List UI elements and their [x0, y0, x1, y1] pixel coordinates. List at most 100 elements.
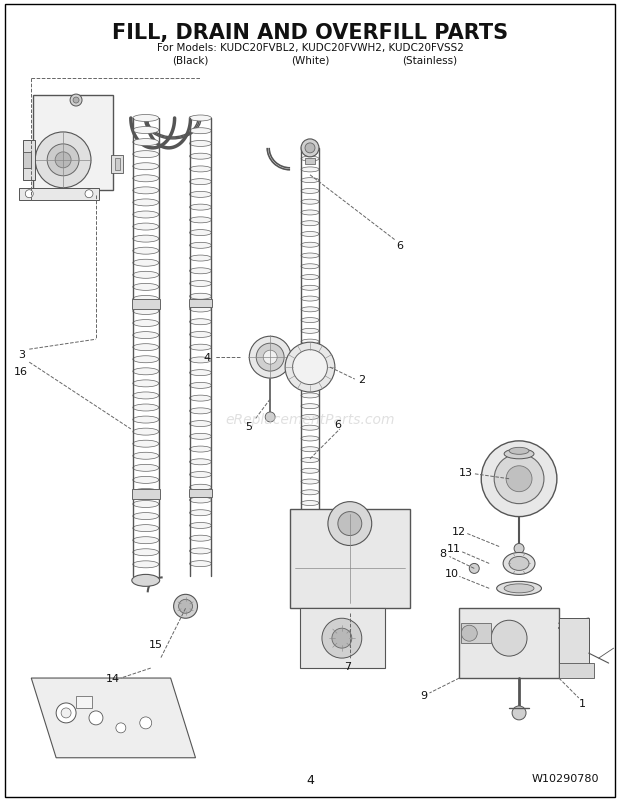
- Text: 4: 4: [204, 353, 211, 363]
- Bar: [188, 300, 213, 308]
- Ellipse shape: [509, 448, 529, 455]
- Text: (White): (White): [291, 55, 329, 65]
- Circle shape: [265, 412, 275, 423]
- Ellipse shape: [133, 224, 159, 231]
- Ellipse shape: [301, 340, 319, 345]
- Bar: [24, 140, 35, 180]
- Ellipse shape: [190, 434, 211, 439]
- Ellipse shape: [133, 248, 159, 255]
- Bar: [132, 300, 160, 310]
- Bar: [111, 156, 123, 173]
- Circle shape: [116, 723, 126, 733]
- Ellipse shape: [190, 243, 211, 249]
- Ellipse shape: [301, 361, 319, 367]
- Ellipse shape: [190, 205, 211, 211]
- Circle shape: [506, 466, 532, 492]
- Bar: [290, 509, 410, 609]
- Ellipse shape: [264, 350, 277, 365]
- Bar: [461, 623, 491, 643]
- Ellipse shape: [133, 549, 159, 556]
- Ellipse shape: [301, 448, 319, 452]
- Ellipse shape: [133, 525, 159, 532]
- Ellipse shape: [190, 282, 211, 287]
- Text: 1: 1: [579, 698, 587, 708]
- Ellipse shape: [301, 286, 319, 291]
- Ellipse shape: [301, 522, 319, 528]
- Text: 3: 3: [18, 350, 25, 360]
- Ellipse shape: [190, 472, 211, 478]
- Circle shape: [491, 621, 527, 656]
- Ellipse shape: [190, 536, 211, 541]
- Ellipse shape: [301, 243, 319, 248]
- Ellipse shape: [190, 128, 211, 135]
- Ellipse shape: [301, 394, 319, 399]
- Ellipse shape: [190, 421, 211, 427]
- Bar: [188, 489, 213, 497]
- Ellipse shape: [301, 415, 319, 420]
- Ellipse shape: [133, 212, 159, 219]
- Ellipse shape: [190, 230, 211, 237]
- Text: 5: 5: [245, 421, 252, 431]
- Text: 13: 13: [459, 468, 473, 477]
- Ellipse shape: [133, 489, 159, 496]
- Ellipse shape: [504, 449, 534, 460]
- Ellipse shape: [133, 128, 159, 135]
- Ellipse shape: [190, 510, 211, 516]
- Ellipse shape: [301, 221, 319, 226]
- Ellipse shape: [133, 320, 159, 327]
- Bar: [305, 159, 315, 164]
- Ellipse shape: [133, 404, 159, 411]
- Ellipse shape: [190, 192, 211, 198]
- Ellipse shape: [133, 477, 159, 484]
- Ellipse shape: [133, 272, 159, 279]
- Text: 2: 2: [358, 375, 365, 385]
- Ellipse shape: [133, 368, 159, 375]
- Circle shape: [179, 600, 193, 614]
- Circle shape: [481, 441, 557, 517]
- Ellipse shape: [190, 383, 211, 389]
- Text: 10: 10: [445, 569, 458, 579]
- Text: 14: 14: [106, 673, 120, 683]
- Ellipse shape: [301, 233, 319, 237]
- Bar: [19, 188, 99, 200]
- Ellipse shape: [190, 319, 211, 326]
- Ellipse shape: [301, 458, 319, 463]
- Circle shape: [61, 708, 71, 718]
- Circle shape: [140, 717, 152, 729]
- Ellipse shape: [133, 537, 159, 544]
- Ellipse shape: [301, 480, 319, 484]
- Ellipse shape: [301, 329, 319, 334]
- Ellipse shape: [190, 167, 211, 172]
- Circle shape: [332, 629, 352, 648]
- Ellipse shape: [133, 164, 159, 171]
- Ellipse shape: [301, 468, 319, 474]
- Ellipse shape: [133, 416, 159, 423]
- Text: 9: 9: [420, 690, 427, 700]
- Circle shape: [56, 703, 76, 723]
- Ellipse shape: [301, 179, 319, 184]
- Circle shape: [301, 140, 319, 158]
- Ellipse shape: [301, 383, 319, 387]
- Ellipse shape: [133, 152, 159, 159]
- Ellipse shape: [249, 337, 291, 379]
- Polygon shape: [31, 678, 195, 758]
- Circle shape: [174, 594, 198, 618]
- Ellipse shape: [133, 200, 159, 207]
- Circle shape: [55, 152, 71, 168]
- Circle shape: [461, 626, 477, 642]
- Ellipse shape: [190, 180, 211, 185]
- Ellipse shape: [133, 308, 159, 315]
- Ellipse shape: [190, 115, 211, 122]
- Ellipse shape: [301, 555, 319, 560]
- Ellipse shape: [133, 440, 159, 448]
- Ellipse shape: [301, 168, 319, 172]
- Circle shape: [25, 191, 33, 198]
- Ellipse shape: [190, 395, 211, 402]
- Bar: [300, 609, 384, 668]
- Circle shape: [35, 133, 91, 188]
- Ellipse shape: [301, 426, 319, 431]
- Ellipse shape: [301, 318, 319, 323]
- Ellipse shape: [190, 306, 211, 313]
- Text: 16: 16: [14, 367, 29, 377]
- Ellipse shape: [190, 408, 211, 415]
